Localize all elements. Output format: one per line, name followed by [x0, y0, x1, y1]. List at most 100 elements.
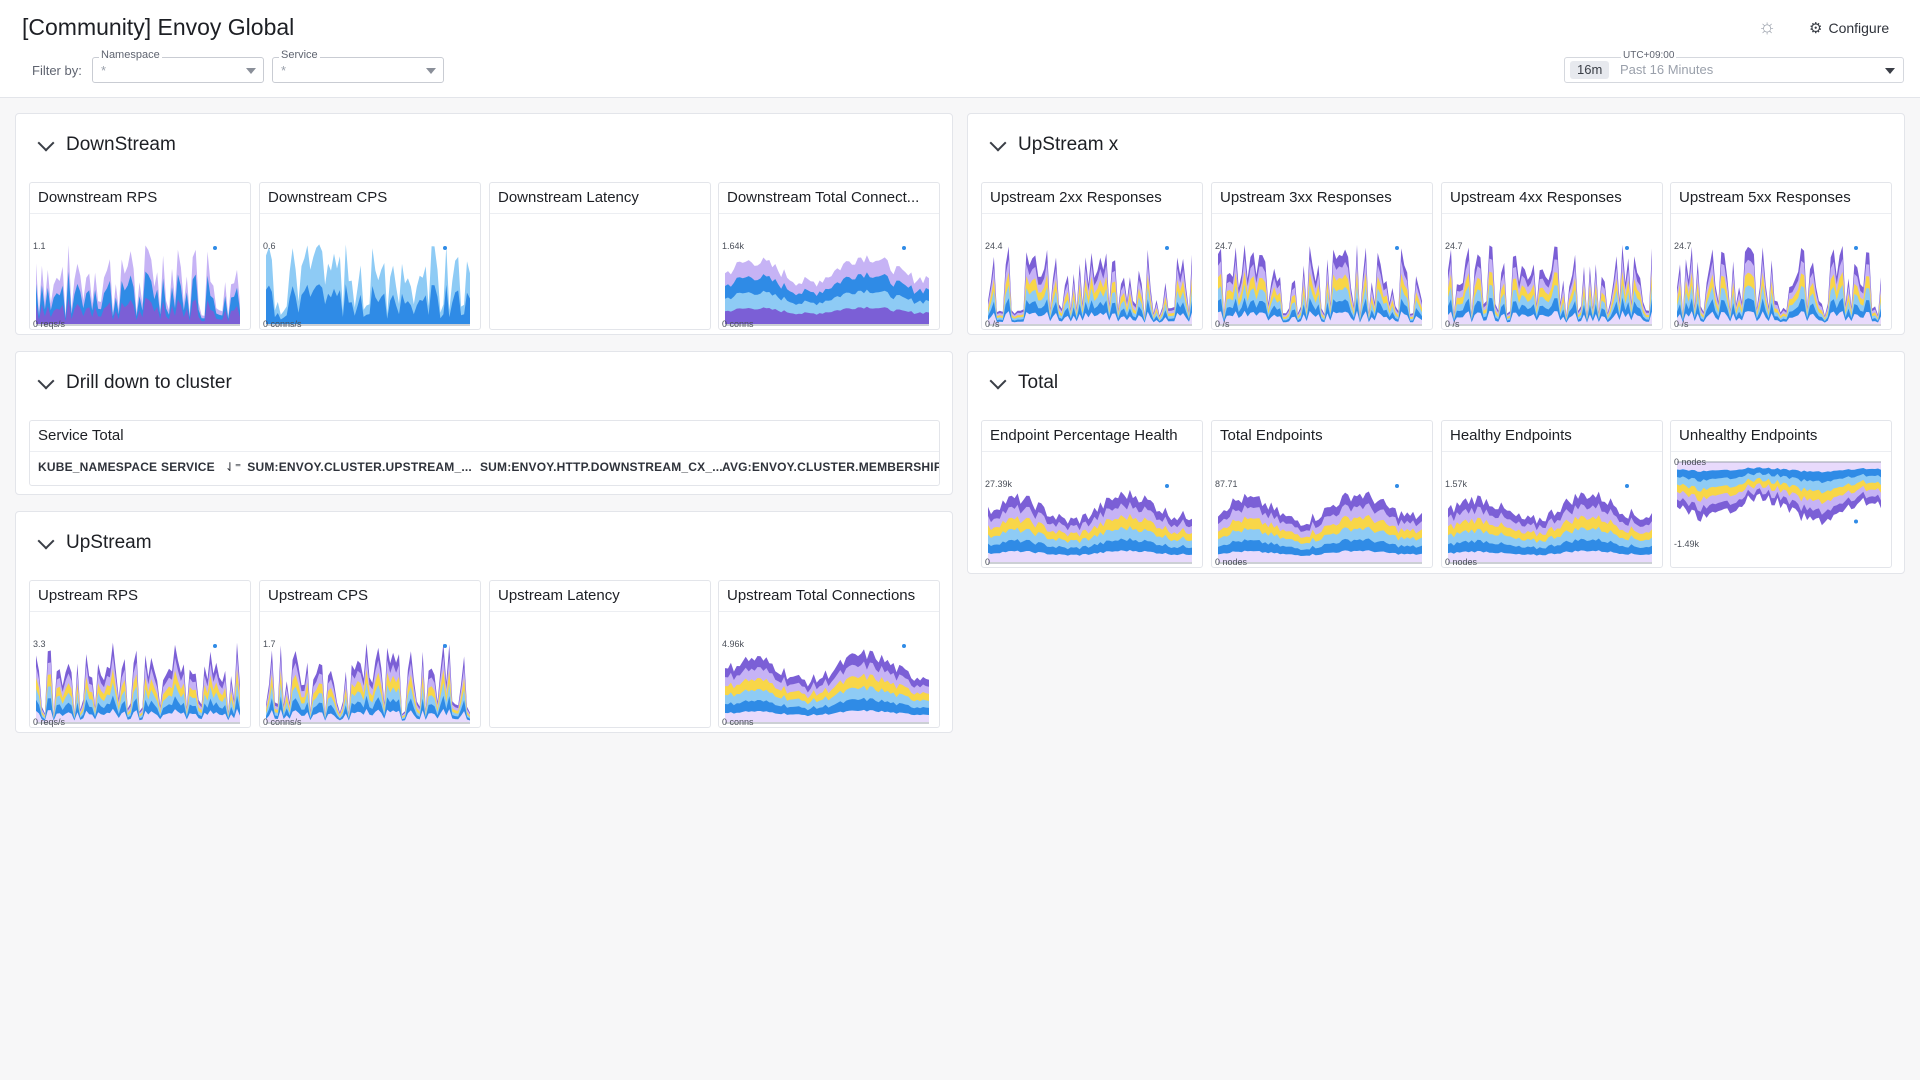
widget-upstream-4xx-responses[interactable]: Upstream 4xx Responses 24.7 0 /s	[1441, 182, 1663, 330]
timeseries-plot[interactable]	[260, 612, 480, 728]
axis-min-label: 0 nodes	[1445, 557, 1478, 567]
group-total: Total Endpoint Percentage Health 27.39k 0 …	[967, 351, 1905, 574]
group-upstream: UpStream Upstream RPS 3.3 0 reqs/s Upstrea…	[15, 511, 953, 733]
series-area	[988, 311, 1192, 324]
series-area	[36, 297, 240, 324]
timeseries-plot[interactable]	[982, 214, 1202, 330]
chevron-down-icon	[37, 532, 55, 549]
group-title: Total	[1018, 372, 1059, 393]
series-area	[1677, 462, 1881, 473]
column-header[interactable]: KUBE_NAMESPACE	[38, 460, 158, 474]
group-header[interactable]: Total	[988, 372, 1058, 394]
page-title: [Community] Envoy Global	[22, 14, 295, 40]
widget-endpoint-percentage-health[interactable]: Endpoint Percentage Health 27.39k 0	[981, 420, 1203, 568]
configure-button[interactable]: ⚙ Configure	[1809, 19, 1889, 37]
widget-downstream-latency[interactable]: Downstream Latency	[489, 182, 711, 330]
chevron-down-icon	[989, 134, 1007, 151]
chevron-down-icon	[426, 68, 436, 74]
sort-icon[interactable]: ⇃⁼	[224, 460, 242, 474]
widget-upstream-2xx-responses[interactable]: Upstream 2xx Responses 24.4 0 /s	[981, 182, 1203, 330]
series-area	[1448, 297, 1652, 324]
time-range-badge: 16m	[1570, 61, 1610, 79]
table-divider	[30, 485, 939, 486]
widget-upstream-rps[interactable]: Upstream RPS 3.3 0 reqs/s	[29, 580, 251, 728]
axis-min-label: 0 /s	[985, 319, 1000, 329]
column-header[interactable]: SUM:ENVOY.HTTP.DOWNSTREAM_CX_...	[479, 460, 723, 474]
timezone-label: UTC+09:00	[1621, 50, 1677, 61]
series-area	[1218, 297, 1422, 324]
widget-upstream-total-connections[interactable]: Upstream Total Connections 4.96k 0 conns	[718, 580, 940, 728]
series-area	[36, 708, 240, 722]
axis-min-label: 0 /s	[1674, 319, 1689, 329]
widget-title: Unhealthy Endpoints	[1671, 421, 1891, 452]
timeseries-plot[interactable]	[30, 214, 250, 330]
axis-min-label: -1.49k	[1674, 539, 1700, 549]
series-area	[1448, 550, 1652, 562]
widget-downstream-rps[interactable]: Downstream RPS 1.1 0 reqs/s	[29, 182, 251, 330]
peak-marker	[1165, 246, 1169, 250]
widget-title: Healthy Endpoints	[1442, 421, 1662, 452]
timeseries-plot[interactable]	[30, 612, 250, 728]
filter-label: Filter by:	[32, 63, 82, 78]
timeseries-plot[interactable]	[260, 214, 480, 330]
timeseries-plot[interactable]	[719, 612, 939, 728]
group-upstream-x: UpStream x Upstream 2xx Responses 24.4 0 /…	[967, 113, 1905, 335]
namespace-filter-value: *	[101, 63, 107, 78]
group-downstream: DownStream Downstream RPS 1.1 0 reqs/s Dow…	[15, 113, 953, 335]
widget-total-endpoints[interactable]: Total Endpoints 87.71 0 nodes	[1211, 420, 1433, 568]
widget-unhealthy-endpoints[interactable]: Unhealthy Endpoints 0 nodes -1.49k	[1670, 420, 1892, 568]
peak-marker	[1854, 519, 1858, 524]
group-header[interactable]: Drill down to cluster	[36, 372, 232, 394]
series-area	[1218, 310, 1422, 324]
column-header[interactable]: SUM:ENVOY.CLUSTER.UPSTREAM_...	[247, 460, 472, 474]
timeseries-plot[interactable]	[1212, 214, 1432, 330]
group-title: UpStream x	[1018, 134, 1119, 155]
axis-min-label: 0 reqs/s	[33, 319, 66, 329]
group-header[interactable]: UpStream x	[988, 134, 1118, 156]
axis-max-label: 27.39k	[985, 479, 1013, 489]
axis-min-label: 0 reqs/s	[33, 717, 66, 727]
timeseries-plot[interactable]	[1442, 214, 1662, 330]
widget-title: Downstream Total Connect...	[719, 183, 939, 214]
axis-min-label: 0 /s	[1215, 319, 1230, 329]
peak-marker	[1395, 484, 1399, 488]
peak-marker	[1854, 246, 1858, 250]
widget-title: Total Endpoints	[1212, 421, 1432, 452]
group-header[interactable]: UpStream	[36, 532, 152, 554]
axis-max-label: 24.7	[1445, 241, 1463, 251]
timeseries-plot[interactable]	[1442, 452, 1662, 568]
widget-upstream-3xx-responses[interactable]: Upstream 3xx Responses 24.7 0 /s	[1211, 182, 1433, 330]
timeseries-plot[interactable]	[1212, 452, 1432, 568]
timeseries-plot[interactable]	[1671, 452, 1891, 568]
timeseries-plot[interactable]	[1671, 214, 1891, 330]
dashboard-header: [Community] Envoy Global Filter by: Name…	[0, 0, 1920, 98]
widget-title: Upstream CPS	[260, 581, 480, 612]
series-area	[1677, 311, 1881, 324]
axis-max-label: 3.3	[33, 639, 46, 649]
group-header[interactable]: DownStream	[36, 134, 176, 156]
group-drill-down: Drill down to cluster Service Total KUBE…	[15, 351, 953, 495]
widget-upstream-cps[interactable]: Upstream CPS 1.7 0 conns/s	[259, 580, 481, 728]
widget-upstream-5xx-responses[interactable]: Upstream 5xx Responses 24.7 0 /s	[1670, 182, 1892, 330]
widget-title: Upstream 2xx Responses	[982, 183, 1202, 214]
peak-marker	[902, 246, 906, 250]
widget-upstream-latency[interactable]: Upstream Latency	[489, 580, 711, 728]
axis-max-label: 4.96k	[722, 639, 745, 649]
axis-max-label: 1.57k	[1445, 479, 1468, 489]
sun-settings-icon[interactable]: ☼	[1757, 16, 1777, 38]
namespace-filter[interactable]: Namespace *	[92, 49, 264, 83]
service-filter[interactable]: Service *	[272, 49, 444, 83]
widget-downstream-cps[interactable]: Downstream CPS 0.6 0 conns/s	[259, 182, 481, 330]
widget-title: Upstream 3xx Responses	[1212, 183, 1432, 214]
column-header[interactable]: AVG:ENVOY.CLUSTER.MEMBERSHIP_H...	[721, 460, 940, 474]
peak-marker	[443, 246, 447, 250]
widget-healthy-endpoints[interactable]: Healthy Endpoints 1.57k 0 nodes	[1441, 420, 1663, 568]
series-area	[1218, 550, 1422, 562]
time-range-selector[interactable]: UTC+09:00 16m Past 16 Minutes	[1564, 50, 1904, 83]
widget-title: Service Total	[30, 421, 939, 452]
timeseries-plot[interactable]	[719, 214, 939, 330]
widget-downstream-total-connect[interactable]: Downstream Total Connect... 1.64k 0 conns	[718, 182, 940, 330]
timeseries-plot[interactable]	[982, 452, 1202, 568]
widget-title: Downstream RPS	[30, 183, 250, 214]
column-header[interactable]: SERVICE	[161, 460, 215, 474]
